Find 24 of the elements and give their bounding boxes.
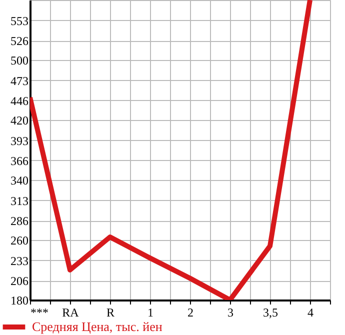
y-tick-label: 313 (10, 194, 28, 208)
x-tick-label: *** (30, 306, 48, 320)
y-tick-label: 180 (10, 294, 28, 308)
x-tick-label: 3 (228, 306, 234, 320)
y-tick-label: 340 (10, 174, 28, 188)
x-tick-label: R (106, 306, 115, 320)
y-tick-label: 500 (10, 54, 28, 68)
x-tick-label: RA (62, 306, 80, 320)
y-tick-label: 286 (10, 214, 28, 228)
y-tick-label: 473 (10, 74, 28, 88)
y-tick-label: 233 (10, 254, 28, 268)
y-tick-label: 393 (10, 134, 28, 148)
y-tick-label: 526 (10, 34, 28, 48)
y-tick-label: 553 (10, 14, 28, 28)
y-tick-label: 206 (10, 274, 28, 288)
x-tick-label: 4 (308, 306, 314, 320)
x-tick-label: 2 (188, 306, 194, 320)
x-tick-label: 3,5 (263, 306, 278, 320)
y-tick-label: 366 (10, 154, 28, 168)
x-tick-label: 1 (148, 306, 154, 320)
legend-label: Средняя Цена, тыс. йен (32, 319, 162, 334)
y-tick-label: 446 (10, 94, 28, 108)
y-tick-label: 260 (10, 234, 28, 248)
y-tick-label: 420 (10, 114, 28, 128)
